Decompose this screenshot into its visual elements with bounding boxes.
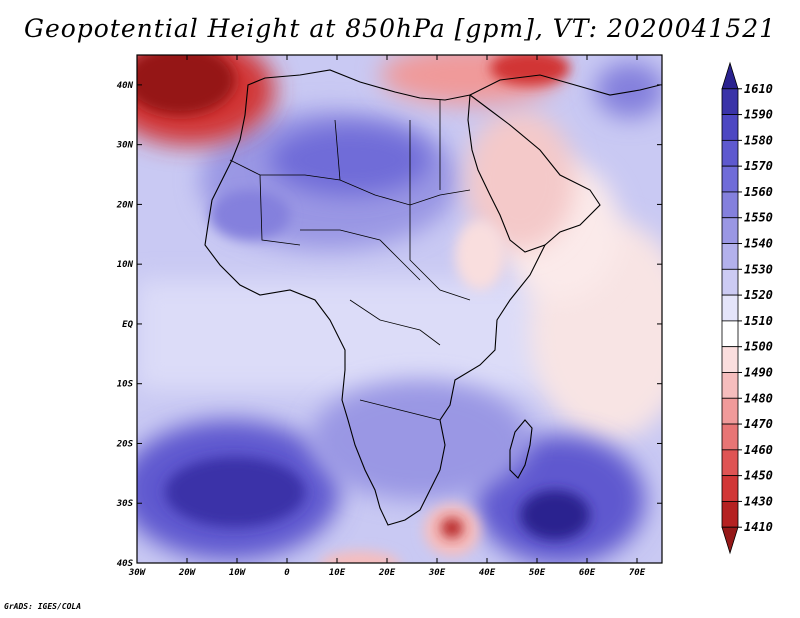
colorbar-label: 1510 [744, 314, 773, 328]
colorbar-label: 1610 [744, 82, 773, 96]
lon-label: 40E [479, 568, 496, 578]
colorbar-swatch [721, 501, 739, 528]
colorbar-swatch [721, 114, 739, 141]
colorbar-label: 1550 [744, 211, 773, 225]
lon-label: 30W [128, 568, 147, 578]
colorbar-arrow-bottom [721, 526, 739, 555]
south-atlantic-high-core [165, 457, 305, 527]
colorbar-swatch [721, 423, 739, 451]
lon-label: 10W [229, 568, 247, 578]
lat-label: 10S [117, 380, 134, 390]
colorbar-label: 1560 [744, 185, 773, 199]
colorbar-label: 1580 [744, 133, 773, 147]
cutoff-low-core [441, 518, 463, 538]
arabia-low [465, 110, 575, 250]
colorbar-swatch [721, 243, 739, 270]
colorbar-label: 1520 [744, 288, 773, 302]
southern-edge-low [320, 551, 400, 563]
colorbar-swatch [721, 346, 739, 373]
figure: 40N 30N 20N 10N EQ 10S 20S 30S 40S 30W 20W 10W 0 10E… [116, 54, 773, 578]
lon-label: 70E [629, 568, 646, 578]
colorbar-swatch [721, 449, 739, 477]
longitude-axis: 30W 20W 10W 0 10E 20E 30E 40E 50E 60E 70E [128, 55, 646, 578]
colorbar-swatch [721, 268, 739, 296]
horn-low [455, 220, 505, 290]
height-field [137, 55, 662, 563]
colorbar-swatch [721, 294, 739, 322]
colorbar-label: 1590 [744, 108, 773, 122]
lon-label: 0 [284, 568, 290, 578]
colorbar-swatch [721, 139, 739, 167]
colorbar-label: 1570 [744, 159, 773, 173]
colorbar-label: 1490 [744, 365, 773, 379]
lat-label: 10N [117, 260, 134, 270]
south-indian-high-core [520, 490, 590, 540]
lon-label: 60E [579, 568, 596, 578]
lon-label: 20W [178, 568, 197, 578]
lat-label: 20S [116, 439, 134, 449]
sahel-high [210, 190, 290, 240]
southern-africa-high [310, 380, 530, 500]
colorbar-label: 1470 [744, 417, 773, 431]
map-title: Geopotential Height at 850hPa [gpm], VT:… [23, 14, 777, 43]
atlantic-low-core [137, 55, 235, 115]
lat-label: 30S [116, 499, 134, 509]
colorbar-swatch [721, 88, 739, 115]
latitude-axis: 40N 30N 20N 10N EQ 10S 20S 30S 40S [116, 81, 662, 569]
colorbar-swatch [721, 397, 739, 425]
lon-label: 10E [329, 568, 346, 578]
lon-label: 50E [529, 568, 546, 578]
lon-label: 20E [378, 568, 396, 578]
colorbar-label: 1500 [744, 340, 773, 354]
colorbar-label: 1410 [744, 520, 773, 534]
grads-credit: GrADS: IGES/COLA [4, 602, 82, 611]
colorbar-swatch [721, 165, 739, 193]
map-frame [136, 54, 663, 564]
lat-label: EQ [122, 320, 133, 330]
colorbar-swatch [721, 320, 739, 348]
colorbar-swatch [721, 475, 739, 502]
border-lines [229, 100, 471, 421]
central-asia-high [595, 62, 662, 118]
colorbar-label: 1480 [744, 391, 773, 405]
madagascar-coastline [509, 419, 533, 479]
colorbar-swatch [721, 372, 739, 399]
colorbar-label: 1540 [744, 237, 773, 251]
colorbar-swatch [721, 191, 739, 219]
lat-label: 40N [117, 81, 134, 91]
colorbar-label: 1460 [744, 443, 773, 457]
saharan-high-inner [270, 125, 430, 195]
colorbar: 1610 1590 1580 1570 1560 1550 1540 1530 1520 1510… [721, 61, 773, 555]
lat-label: 20N [116, 200, 134, 210]
colorbar-label: 1530 [744, 262, 773, 276]
lat-label: 30N [116, 141, 134, 151]
colorbar-label: 1450 [744, 469, 773, 483]
lon-label: 30E [428, 568, 446, 578]
arabia-coastline [469, 74, 661, 246]
lat-label: 40S [117, 559, 134, 569]
colorbar-swatch [721, 217, 739, 244]
colorbar-arrow-top [721, 61, 739, 90]
colorbar-label: 1430 [744, 494, 773, 508]
africa-coastline [204, 69, 547, 526]
